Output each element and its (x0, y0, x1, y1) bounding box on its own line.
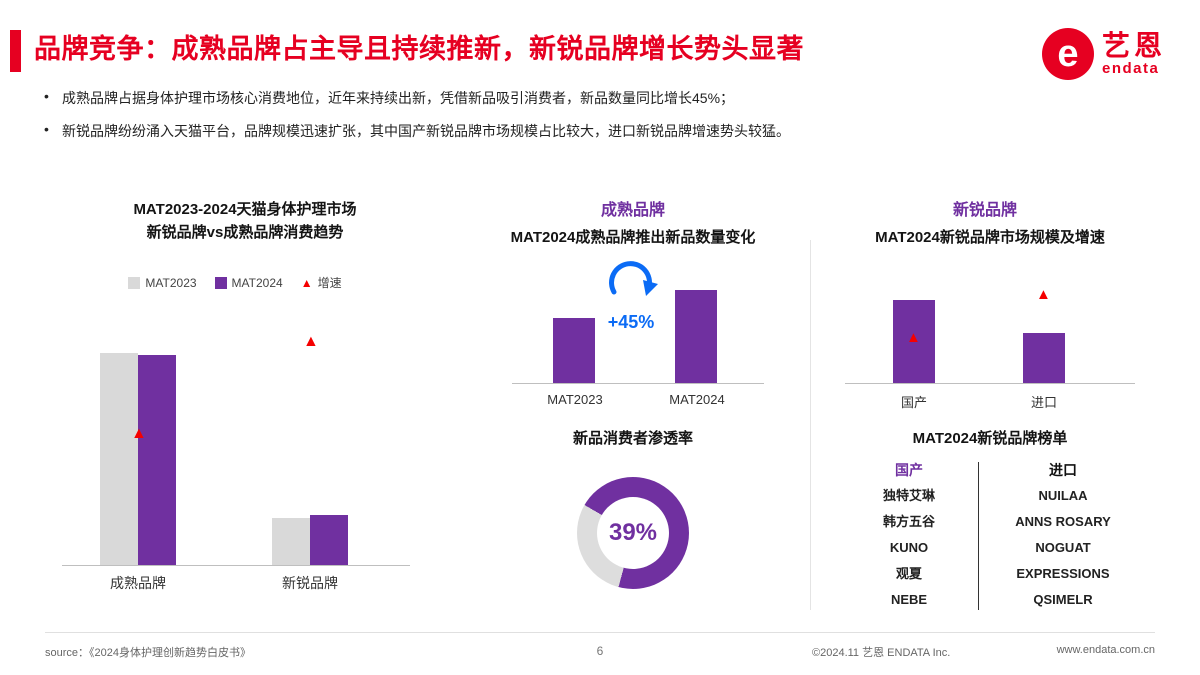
ranking-item: NOGUAT (1035, 540, 1091, 555)
trend-chart-title-line1: MAT2023-2024天猫身体护理市场 (133, 201, 357, 218)
legend-item-mat2023: MAT2023 (128, 275, 197, 290)
footer-divider (45, 632, 1155, 633)
ranking-column-divider (978, 462, 979, 610)
penetration-title: 新品消费者渗透率 (572, 430, 693, 447)
newproduct-bar-mat2023 (553, 318, 595, 383)
title-accent-bar (10, 30, 21, 72)
mat2024-swatch-icon (214, 276, 227, 289)
mat2023-swatch-icon (128, 276, 141, 289)
ranking-domestic-header: 国产 (895, 462, 923, 478)
emerging-x-import: 进口 (1030, 395, 1057, 410)
summary-bullets: 成熟品牌占据身体护理市场核心消费地位，近年来持续出新，凭借新品吸引消费者，新品数… (40, 88, 1150, 154)
ranking-item: 观夏 (895, 566, 922, 581)
footer-copyright: ©2024.11 艺恩 ENDATA Inc. (812, 647, 951, 659)
page-title: 品牌竞争：成熟品牌占主导且持续推新，新锐品牌增长势头显著 (34, 34, 804, 64)
endata-logo: e 艺恩 endata (1042, 28, 1166, 80)
logo-brand-sub: endata (1102, 60, 1160, 78)
growth-triangle-icon: ▲ (906, 329, 921, 346)
ranking-import-header: 进口 (1049, 462, 1077, 478)
footer-website: www.endata.com.cn (1056, 644, 1155, 656)
growth-triangle-icon: ▲ (131, 425, 147, 442)
ranking-domestic-column: 国产 独特艾琳 韩方五谷 KUNO 观夏 NEBE (848, 457, 970, 613)
legend-label: MAT2023 (145, 275, 197, 290)
trend-bar-emerging-mat2023 (272, 518, 310, 565)
ranking-item: NEBE (890, 592, 928, 607)
newproduct-x-mat2023: MAT2023 (547, 392, 603, 407)
ranking-item: KUNO (889, 540, 929, 555)
trend-bar-mature-mat2024 (138, 355, 176, 565)
emerging-x-axis (845, 383, 1135, 384)
legend-label: MAT2024 (231, 275, 283, 290)
ranking-title: MAT2024新锐品牌榜单 (912, 430, 1068, 447)
ranking-item: EXPRESSIONS (1016, 566, 1110, 581)
ranking-item: 独特艾琳 (882, 488, 935, 503)
legend-label: 增速 (317, 276, 342, 290)
emerging-x-domestic: 国产 (900, 395, 927, 410)
legend-item-mat2024: MAT2024 (214, 275, 283, 290)
growth-circular-arrow-icon (609, 261, 658, 296)
emerging-bar-domestic (893, 300, 935, 383)
endata-logo-icon: e (1042, 28, 1094, 80)
trend-chart-title-line2: 新锐品牌vs成熟品牌消费趋势 (146, 224, 344, 242)
legend-item-growth: ▲ 增速 (301, 274, 342, 291)
penetration-value: 39% (608, 519, 658, 546)
bullet-item: 成熟品牌占据身体护理市场核心消费地位，近年来持续出新，凭借新品吸引消费者，新品数… (40, 88, 1150, 108)
emerging-bar-import (1023, 333, 1065, 383)
ranking-item: ANNS ROSARY (1015, 514, 1111, 529)
emerging-section-header: 新锐品牌 (952, 202, 1017, 219)
emerging-chart-title: MAT2024新锐品牌市场规模及增速 (875, 229, 1105, 246)
ranking-item: 韩方五谷 (882, 514, 935, 529)
penetration-donut-chart (577, 477, 689, 589)
trend-chart-title: MAT2023-2024天猫身体护理市场 新锐品牌vs成熟品牌消费趋势 (60, 198, 430, 245)
newproduct-x-mat2024: MAT2024 (669, 392, 725, 407)
ranking-item: QSIMELR (1033, 592, 1093, 607)
trend-bar-mature-mat2023 (100, 353, 138, 565)
trend-category-emerging: 新锐品牌 (282, 575, 338, 591)
trend-bar-emerging-mat2024 (310, 515, 348, 565)
growth-triangle-icon: ▲ (303, 333, 319, 350)
growth-percent-label: +45% (607, 312, 655, 332)
growth-triangle-icon: ▲ (300, 275, 313, 290)
trend-x-axis (62, 565, 410, 566)
newproduct-bar-mat2024 (675, 290, 717, 383)
growth-triangle-icon: ▲ (1036, 286, 1051, 303)
logo-brand-name: 艺恩 (1102, 29, 1167, 61)
footer-page-number: 6 (596, 644, 604, 658)
mature-section-header: 成熟品牌 (600, 202, 665, 219)
trend-category-mature: 成熟品牌 (110, 575, 166, 591)
new-product-chart-title: MAT2024成熟品牌推出新品数量变化 (510, 229, 756, 246)
trend-chart-legend: MAT2023 MAT2024 ▲ 增速 (60, 274, 410, 291)
newproduct-x-axis (512, 383, 764, 384)
bullet-item: 新锐品牌纷纷涌入天猫平台，品牌规模迅速扩张，其中国产新锐品牌市场规模占比较大，进… (40, 121, 1150, 141)
ranking-import-column: 进口 NUILAA ANNS ROSARY NOGUAT EXPRESSIONS… (988, 457, 1138, 613)
footer-source: source：《2024身体护理创新趋势白皮书》 (45, 647, 251, 659)
section-divider (810, 240, 811, 610)
logo-text-block: 艺恩 endata (1102, 29, 1167, 78)
ranking-item: NUILAA (1038, 488, 1088, 503)
